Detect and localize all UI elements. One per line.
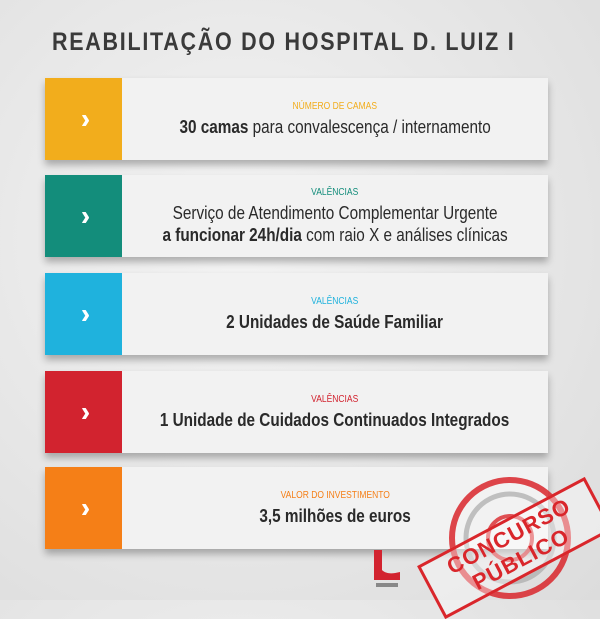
chevron-right-icon: ››› xyxy=(81,396,90,427)
card-text: 30 camas para convalescença / internamen… xyxy=(179,116,491,137)
chevron-right-icon: ››› xyxy=(81,200,90,231)
color-block: ››› xyxy=(45,175,122,257)
card-text: 3,5 milhões de euros xyxy=(259,505,411,526)
card-label: VALÊNCIAS xyxy=(311,186,359,198)
color-block: ››› xyxy=(45,78,122,160)
card-text: 2 Unidades de Saúde Familiar xyxy=(226,311,444,332)
color-block: ››› xyxy=(45,467,122,549)
card-label: NÚMERO DE CAMAS xyxy=(292,100,378,112)
card-health-units: ››› VALÊNCIAS 2 Unidades de Saúde Famili… xyxy=(45,273,548,355)
card-label: VALÊNCIAS xyxy=(311,295,359,307)
logo xyxy=(374,550,400,587)
card-text-line2: a funcionar 24h/dia com raio X e análise… xyxy=(162,224,508,245)
page-title: REABILITAÇÃO DO HOSPITAL D. LUIZ I xyxy=(52,28,516,56)
card-text: 1 Unidade de Cuidados Continuados Integr… xyxy=(160,409,510,430)
card-label: VALOR DO INVESTIMENTO xyxy=(280,489,390,501)
card-investment: ››› VALOR DO INVESTIMENTO 3,5 milhões de… xyxy=(45,467,548,549)
chevron-right-icon: ››› xyxy=(81,492,90,523)
color-block: ››› xyxy=(45,273,122,355)
card-continued-care: ››› VALÊNCIAS 1 Unidade de Cuidados Cont… xyxy=(45,371,548,453)
card-urgent-care: ››› VALÊNCIAS Serviço de Atendimento Com… xyxy=(45,175,548,257)
stamp-seal-icon xyxy=(449,477,571,599)
chevron-right-icon: ››› xyxy=(81,298,90,329)
card-beds: ››› NÚMERO DE CAMAS 30 camas para conval… xyxy=(45,78,548,160)
chevron-right-icon: ››› xyxy=(81,103,90,134)
card-text-line1: Serviço de Atendimento Complementar Urge… xyxy=(172,202,498,223)
color-block: ››› xyxy=(45,371,122,453)
card-label: VALÊNCIAS xyxy=(311,393,359,405)
